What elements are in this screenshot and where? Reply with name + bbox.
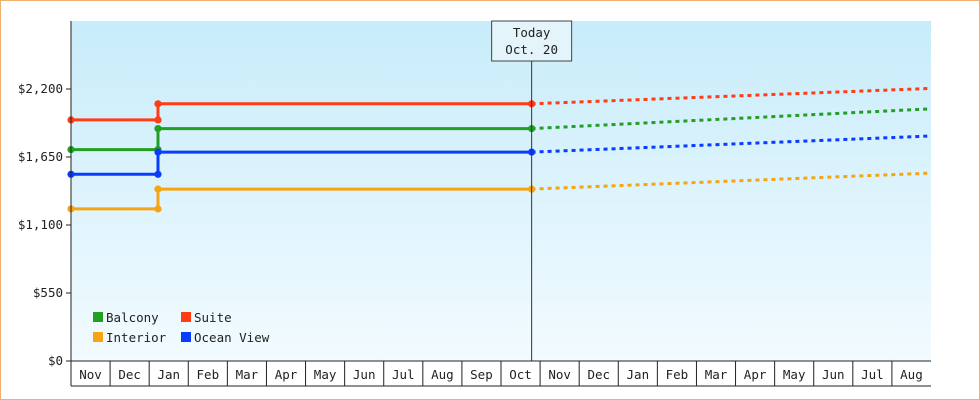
y-tick-label: $2,200 bbox=[18, 81, 63, 96]
series-line-suite bbox=[71, 102, 532, 122]
series-line-interior bbox=[71, 187, 532, 211]
plot-background bbox=[71, 21, 931, 361]
x-tick-label: Aug bbox=[900, 367, 923, 382]
x-tick-label: Dec bbox=[118, 367, 141, 382]
series-forecast-ocean-view bbox=[531, 134, 932, 154]
x-tick-label: Feb bbox=[666, 367, 689, 382]
data-point-ocean-view bbox=[154, 170, 162, 178]
x-tick-label: Sep bbox=[470, 367, 493, 382]
x-tick-label: Oct bbox=[509, 367, 532, 382]
data-point-interior bbox=[154, 185, 162, 193]
y-tick-label: $1,650 bbox=[18, 149, 63, 164]
x-tick-label: Apr bbox=[275, 367, 298, 382]
x-tick-label: Dec bbox=[587, 367, 610, 382]
x-tick-label: May bbox=[314, 367, 337, 382]
x-tick-label: Jan bbox=[627, 367, 650, 382]
today-marker: Today Oct. 20 bbox=[491, 20, 573, 361]
legend-label-balcony: Balcony bbox=[106, 310, 159, 325]
legend-swatch-balcony bbox=[93, 312, 103, 322]
x-tick-label: Nov bbox=[548, 367, 571, 382]
x-tick-label: Jul bbox=[861, 367, 884, 382]
series-forecast-suite bbox=[531, 86, 932, 106]
series-forecast-balcony bbox=[531, 107, 932, 131]
data-point-balcony bbox=[154, 124, 162, 133]
today-box bbox=[491, 20, 573, 62]
data-point-suite bbox=[154, 100, 162, 108]
x-tick-label: May bbox=[783, 367, 806, 382]
axes: $0 $550 $1,100 $1,650 $2,200 Nov Dec Jan Feb Mar A… bbox=[18, 21, 931, 387]
x-tick-label: Mar bbox=[236, 367, 259, 382]
x-tick-label: Nov bbox=[79, 367, 102, 382]
y-tick-label: $0 bbox=[48, 353, 63, 368]
legend-swatch-ocean-view bbox=[181, 332, 191, 342]
x-tick-label: Feb bbox=[197, 367, 220, 382]
legend-label-suite: Suite bbox=[194, 310, 232, 325]
legend-swatch-interior bbox=[93, 332, 103, 342]
data-point-ocean-view bbox=[154, 148, 162, 156]
series-line-ocean-view bbox=[71, 150, 532, 176]
x-tick-label: Jul bbox=[392, 367, 415, 382]
x-tick-label: Aug bbox=[431, 367, 454, 382]
x-tick-label: Jun bbox=[822, 367, 845, 382]
today-label: Today bbox=[513, 25, 551, 40]
y-tick-label: $550 bbox=[33, 285, 63, 300]
legend-swatch-suite bbox=[181, 312, 191, 322]
series-line-balcony bbox=[71, 127, 532, 152]
legend-label-interior: Interior bbox=[106, 330, 167, 345]
today-date: Oct. 20 bbox=[505, 42, 558, 57]
x-tick-label: Jan bbox=[157, 367, 180, 382]
legend: Balcony Suite Interior Ocean View bbox=[93, 310, 270, 345]
x-tick-label: Apr bbox=[744, 367, 767, 382]
legend-label-ocean-view: Ocean View bbox=[194, 330, 270, 345]
x-tick-label: Mar bbox=[705, 367, 728, 382]
x-tick-label: Jun bbox=[353, 367, 376, 382]
y-tick-label: $1,100 bbox=[18, 217, 63, 232]
data-point-suite bbox=[154, 116, 162, 124]
series-forecast-interior bbox=[531, 171, 932, 191]
data-point-interior bbox=[154, 205, 162, 213]
